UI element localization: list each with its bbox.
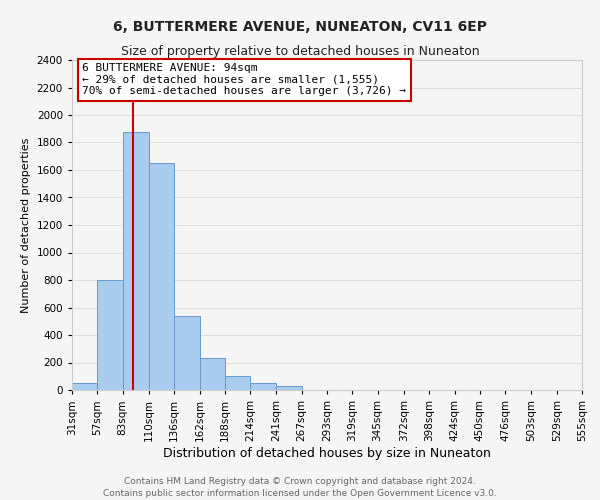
Bar	[277, 386, 302, 390]
Bar	[250, 383, 277, 390]
Bar	[72, 383, 97, 390]
Bar	[225, 376, 250, 390]
X-axis label: Distribution of detached houses by size in Nuneaton: Distribution of detached houses by size …	[163, 446, 491, 460]
Y-axis label: Number of detached properties: Number of detached properties	[21, 138, 31, 312]
Text: 6, BUTTERMERE AVENUE, NUNEATON, CV11 6EP: 6, BUTTERMERE AVENUE, NUNEATON, CV11 6EP	[113, 20, 487, 34]
Bar	[199, 358, 225, 390]
Bar	[174, 316, 200, 390]
Text: Contains HM Land Registry data © Crown copyright and database right 2024.: Contains HM Land Registry data © Crown c…	[124, 478, 476, 486]
Bar	[97, 280, 122, 390]
Bar	[122, 132, 149, 390]
Bar	[149, 163, 174, 390]
Text: 6 BUTTERMERE AVENUE: 94sqm
← 29% of detached houses are smaller (1,555)
70% of s: 6 BUTTERMERE AVENUE: 94sqm ← 29% of deta…	[82, 64, 406, 96]
Text: Size of property relative to detached houses in Nuneaton: Size of property relative to detached ho…	[121, 45, 479, 58]
Text: Contains public sector information licensed under the Open Government Licence v3: Contains public sector information licen…	[103, 489, 497, 498]
